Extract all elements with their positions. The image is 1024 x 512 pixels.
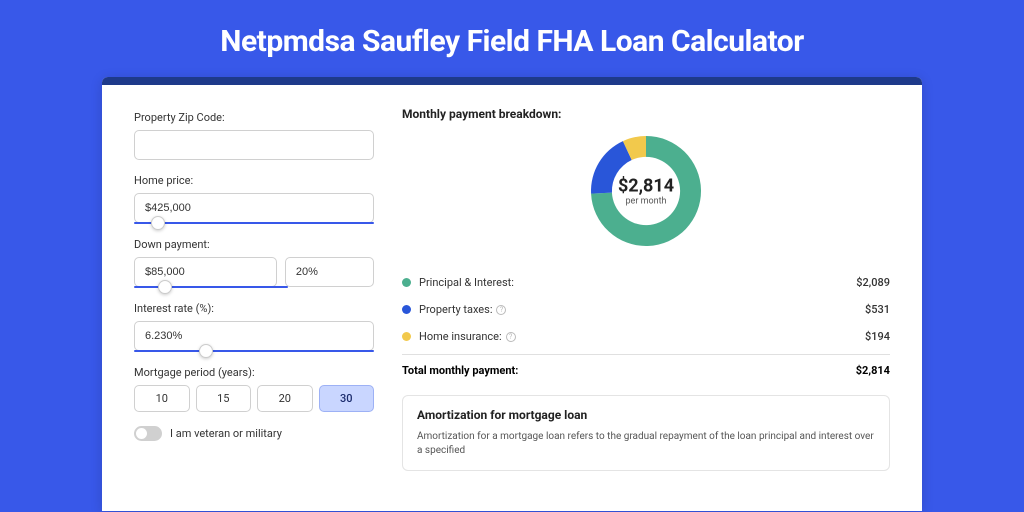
calculator-card: Property Zip Code: Home price: Down paym… <box>102 77 922 511</box>
home-price-slider[interactable] <box>134 222 374 224</box>
total-value: $2,814 <box>856 364 890 377</box>
legend-value: $194 <box>865 330 890 343</box>
down-payment-label: Down payment: <box>134 238 374 251</box>
results-panel: Monthly payment breakdown: $2,814 per mo… <box>402 101 890 471</box>
legend-dot <box>402 305 411 314</box>
legend-row: Principal & Interest:$2,089 <box>402 269 890 296</box>
amortization-title: Amortization for mortgage loan <box>417 408 875 422</box>
legend-label: Principal & Interest: <box>419 276 856 289</box>
legend-label: Home insurance:? <box>419 330 865 343</box>
period-option-15[interactable]: 15 <box>196 385 252 412</box>
amortization-text: Amortization for a mortgage loan refers … <box>417 430 875 458</box>
form-panel: Property Zip Code: Home price: Down paym… <box>134 101 374 471</box>
veteran-toggle-row: I am veteran or military <box>134 426 374 441</box>
interest-rate-input[interactable] <box>134 321 374 351</box>
legend-row: Home insurance:?$194 <box>402 323 890 350</box>
down-payment-group: Down payment: <box>134 238 374 288</box>
donut-amount: $2,814 <box>618 176 674 197</box>
zip-label: Property Zip Code: <box>134 111 374 124</box>
donut-center: $2,814 per month <box>618 176 674 207</box>
down-payment-pct-input[interactable] <box>285 257 374 287</box>
breakdown-title: Monthly payment breakdown: <box>402 107 890 121</box>
mortgage-period-label: Mortgage period (years): <box>134 366 374 379</box>
period-option-30[interactable]: 30 <box>319 385 375 412</box>
home-price-slider-thumb[interactable] <box>151 216 165 230</box>
interest-rate-slider-thumb[interactable] <box>199 344 213 358</box>
interest-rate-label: Interest rate (%): <box>134 302 374 315</box>
info-icon[interactable]: ? <box>506 332 516 342</box>
mortgage-period-options: 10152030 <box>134 385 374 412</box>
zip-field-group: Property Zip Code: <box>134 111 374 160</box>
legend-dot <box>402 332 411 341</box>
interest-rate-slider[interactable] <box>134 350 374 352</box>
mortgage-period-group: Mortgage period (years): 10152030 <box>134 366 374 412</box>
donut-chart: $2,814 per month <box>402 131 890 251</box>
down-payment-slider-thumb[interactable] <box>158 280 172 294</box>
down-payment-slider[interactable] <box>134 286 288 288</box>
period-option-20[interactable]: 20 <box>257 385 313 412</box>
info-icon[interactable]: ? <box>496 305 506 315</box>
veteran-toggle[interactable] <box>134 426 162 441</box>
interest-rate-group: Interest rate (%): <box>134 302 374 352</box>
legend-value: $531 <box>865 303 890 316</box>
period-option-10[interactable]: 10 <box>134 385 190 412</box>
legend-dot <box>402 278 411 287</box>
veteran-label: I am veteran or military <box>170 427 282 440</box>
home-price-label: Home price: <box>134 174 374 187</box>
zip-input[interactable] <box>134 130 374 160</box>
legend: Principal & Interest:$2,089Property taxe… <box>402 269 890 350</box>
page-title: Netpmdsa Saufley Field FHA Loan Calculat… <box>0 0 1024 77</box>
total-row: Total monthly payment: $2,814 <box>402 354 890 377</box>
legend-label: Property taxes:? <box>419 303 865 316</box>
home-price-input[interactable] <box>134 193 374 223</box>
legend-row: Property taxes:?$531 <box>402 296 890 323</box>
amortization-box: Amortization for mortgage loan Amortizat… <box>402 395 890 471</box>
total-label: Total monthly payment: <box>402 364 856 377</box>
legend-value: $2,089 <box>856 276 890 289</box>
donut-subtext: per month <box>618 197 674 207</box>
home-price-group: Home price: <box>134 174 374 224</box>
down-payment-input[interactable] <box>134 257 277 287</box>
